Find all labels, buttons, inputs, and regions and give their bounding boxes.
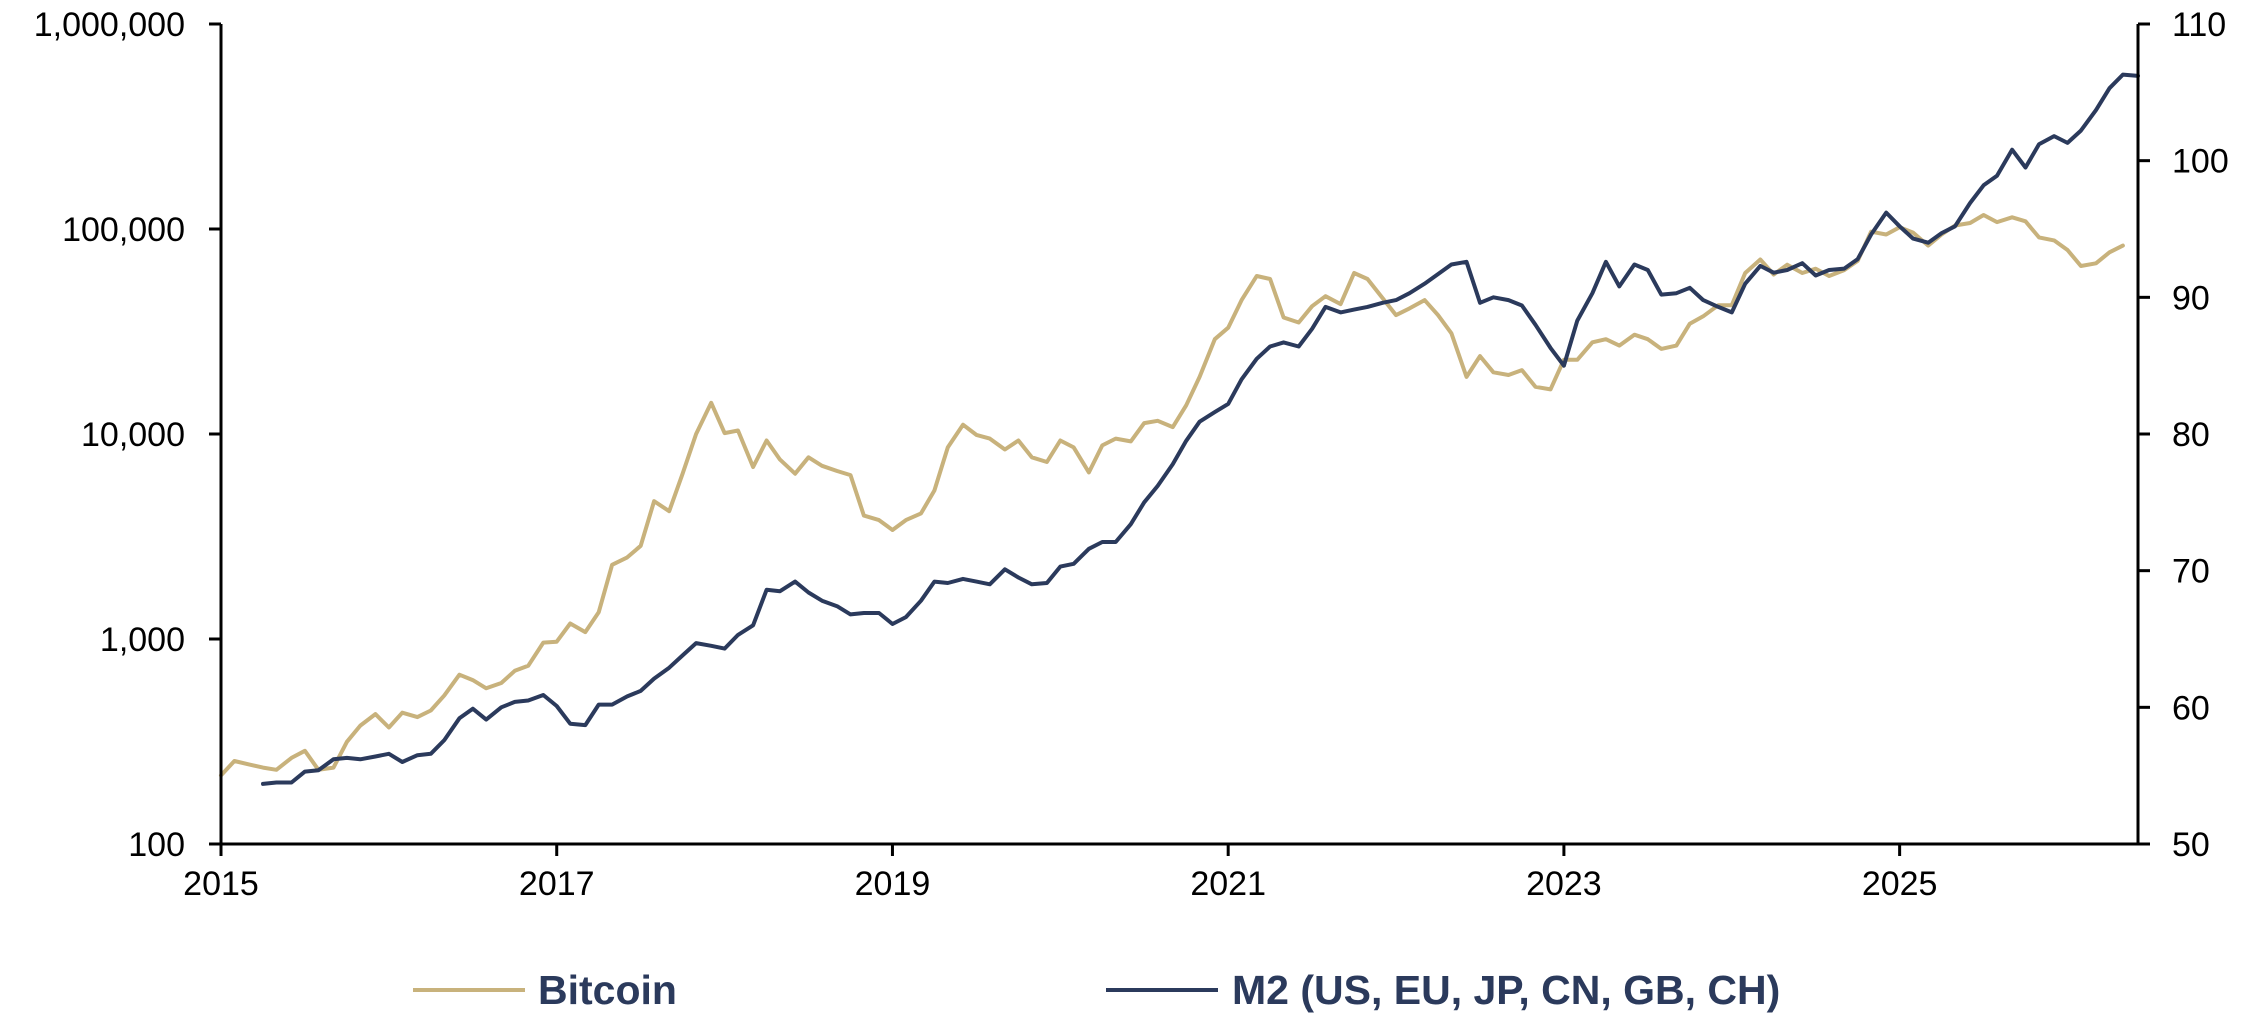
left-tick-label: 10,000 <box>81 416 185 454</box>
axes: 100 1,000 10,000 100,000 1,000,000 50 60 70 80 90… <box>34 6 2229 903</box>
x-tick-label: 2023 <box>1526 865 1602 903</box>
x-tick-label: 2019 <box>855 865 931 903</box>
x-tick-label: 2021 <box>1190 865 1266 903</box>
legend: Bitcoin M2 (US, EU, JP, CN, GB, CH) <box>413 967 1780 1013</box>
x-tick-label: 2017 <box>519 865 595 903</box>
m2-series-line <box>261 72 2140 786</box>
right-tick-label: 70 <box>2172 553 2210 591</box>
left-tick-label: 1,000 <box>100 621 185 659</box>
legend-label-m2: M2 (US, EU, JP, CN, GB, CH) <box>1232 967 1780 1013</box>
right-tick-label: 90 <box>2172 279 2210 317</box>
right-tick-label: 100 <box>2172 143 2229 181</box>
left-tick-label: 100,000 <box>62 211 185 249</box>
right-tick-label: 60 <box>2172 689 2210 727</box>
left-tick-label: 100 <box>128 826 185 864</box>
plot-lines <box>219 72 2140 786</box>
right-tick-label: 50 <box>2172 826 2210 864</box>
legend-label-bitcoin: Bitcoin <box>538 967 677 1013</box>
x-tick-label: 2015 <box>183 865 259 903</box>
x-tick-label: 2025 <box>1862 865 1938 903</box>
left-tick-label: 1,000,000 <box>34 6 185 44</box>
right-tick-label: 80 <box>2172 416 2210 454</box>
bitcoin-series-line <box>219 213 2125 778</box>
right-tick-label: 110 <box>2172 6 2226 44</box>
